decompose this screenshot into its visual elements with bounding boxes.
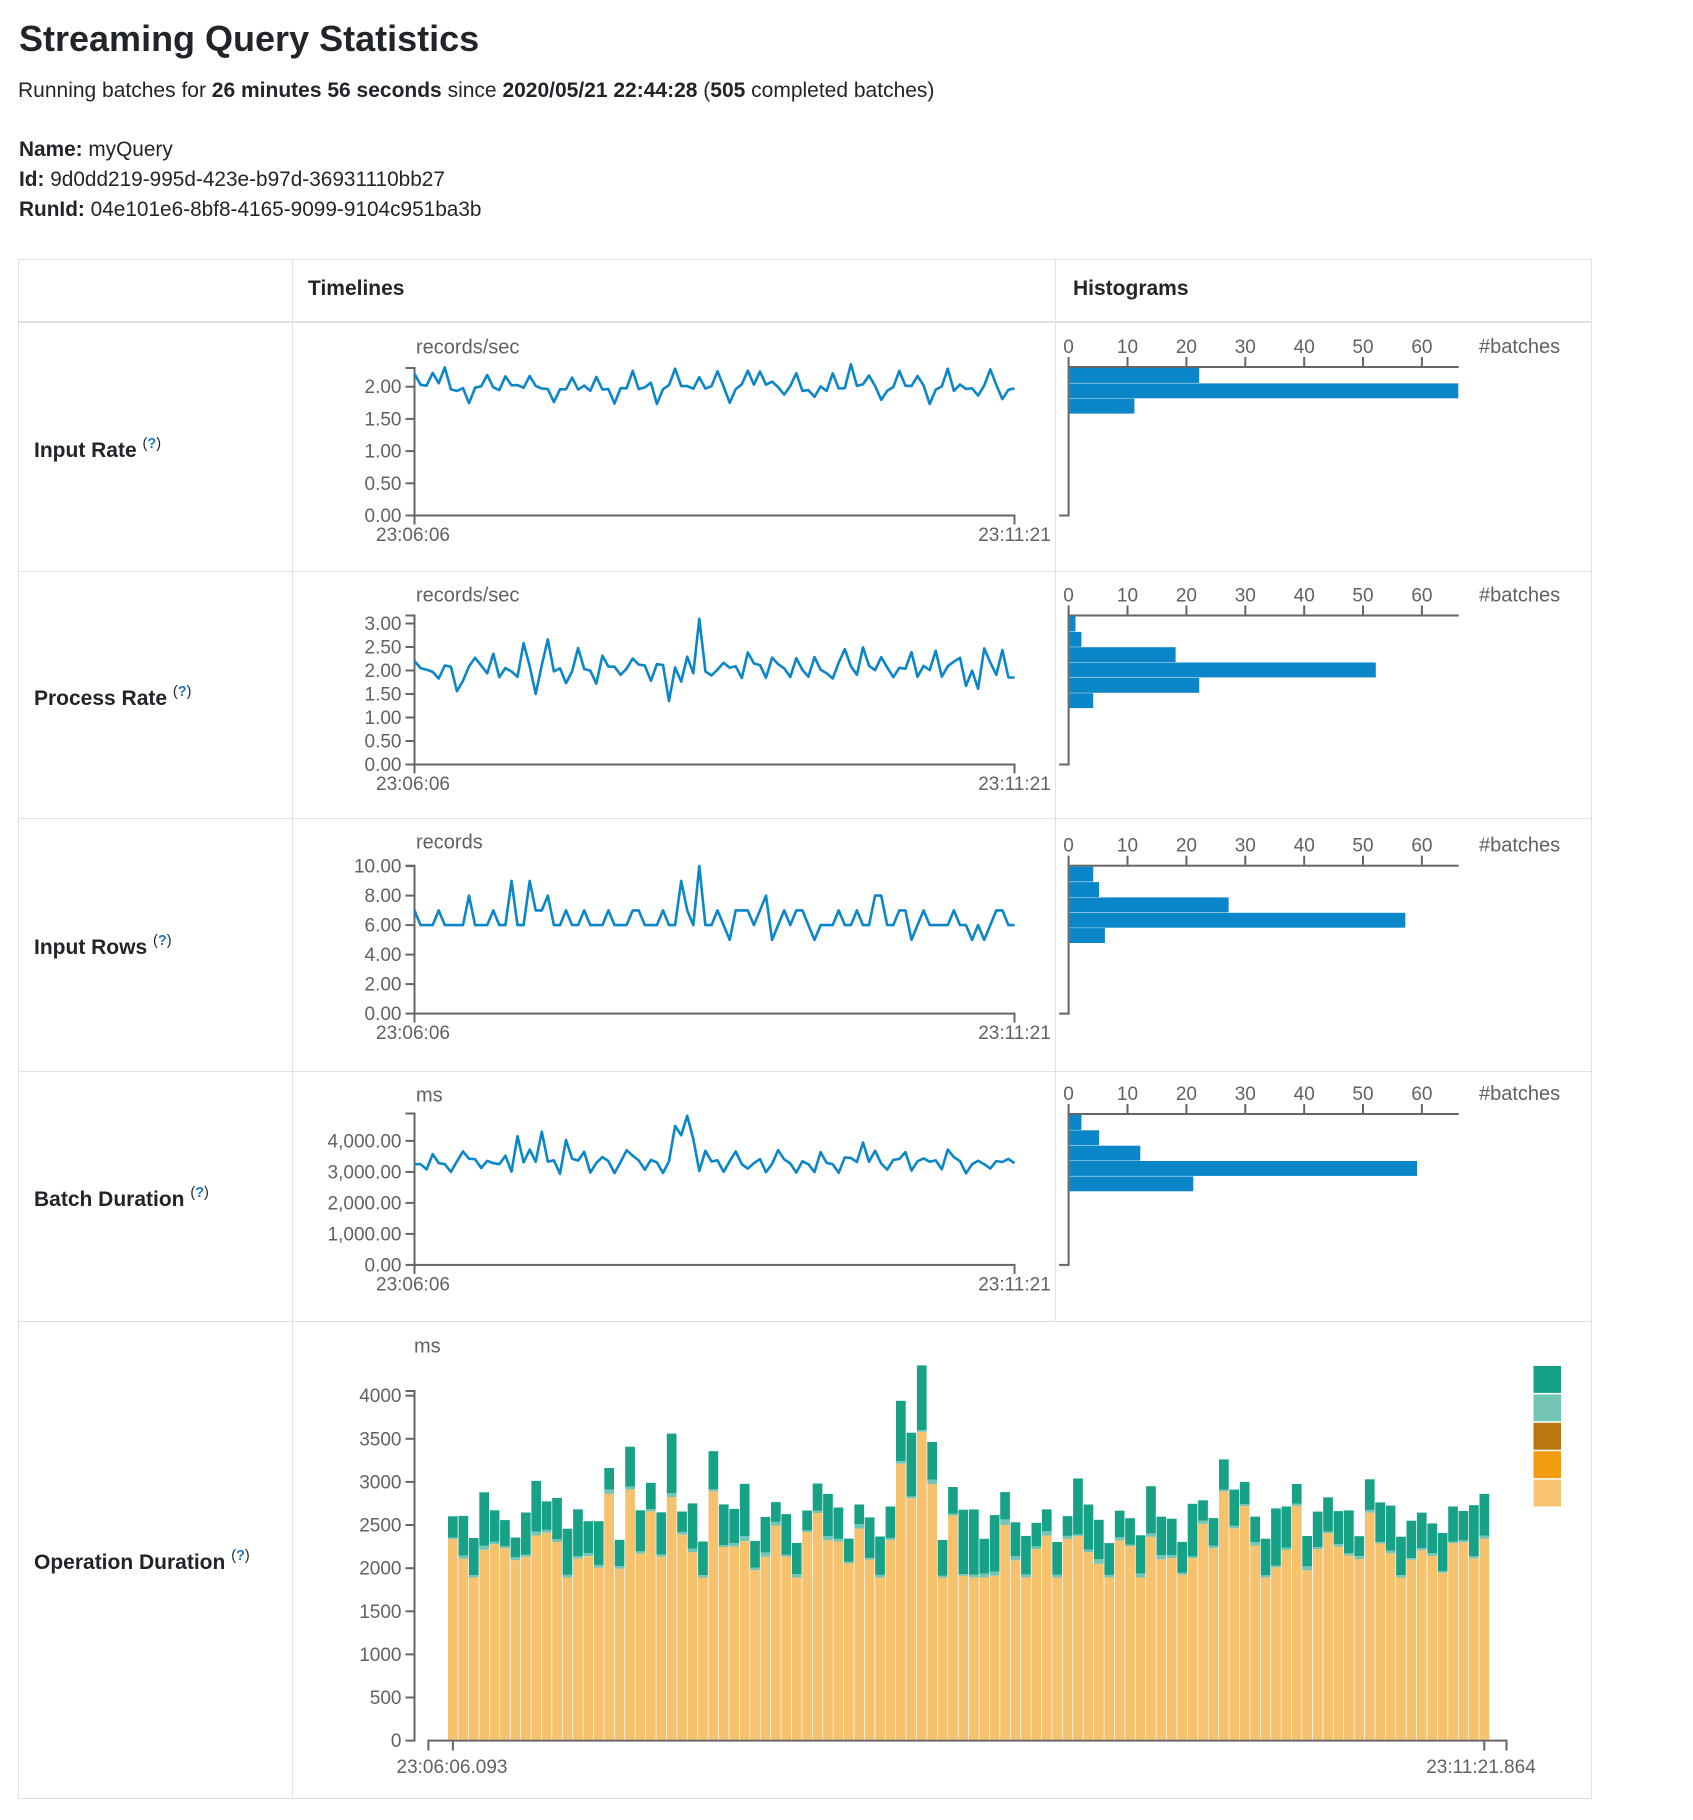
svg-text:20: 20 bbox=[1176, 337, 1197, 358]
svg-text:23:06:06: 23:06:06 bbox=[376, 1274, 450, 1295]
svg-text:23:06:06.093: 23:06:06.093 bbox=[397, 1757, 508, 1778]
svg-text:0: 0 bbox=[391, 1731, 402, 1752]
svg-text:23:06:06: 23:06:06 bbox=[376, 525, 450, 546]
svg-text:30: 30 bbox=[1235, 1084, 1256, 1105]
svg-text:23:11:21: 23:11:21 bbox=[978, 774, 1051, 795]
svg-text:1.00: 1.00 bbox=[365, 442, 402, 463]
svg-text:4.00: 4.00 bbox=[365, 945, 402, 966]
svg-text:10: 10 bbox=[1117, 586, 1138, 607]
svg-text:40: 40 bbox=[1294, 836, 1315, 857]
svg-text:23:06:06: 23:06:06 bbox=[376, 1023, 450, 1044]
svg-text:30: 30 bbox=[1235, 836, 1256, 857]
svg-text:2.00: 2.00 bbox=[365, 661, 402, 682]
svg-text:20: 20 bbox=[1176, 836, 1197, 857]
svg-text:3,000.00: 3,000.00 bbox=[328, 1162, 402, 1183]
svg-text:1500: 1500 bbox=[359, 1602, 401, 1623]
svg-text:1.00: 1.00 bbox=[365, 708, 402, 729]
svg-text:1.50: 1.50 bbox=[365, 685, 402, 706]
svg-text:2,000.00: 2,000.00 bbox=[328, 1193, 402, 1214]
svg-text:10: 10 bbox=[1117, 1084, 1138, 1105]
svg-text:#batches: #batches bbox=[1479, 1083, 1560, 1105]
svg-text:4,000.00: 4,000.00 bbox=[328, 1131, 402, 1152]
svg-text:60: 60 bbox=[1411, 1084, 1432, 1105]
svg-text:30: 30 bbox=[1235, 337, 1256, 358]
svg-text:50: 50 bbox=[1352, 836, 1373, 857]
svg-text:6.00: 6.00 bbox=[365, 916, 402, 937]
svg-text:3500: 3500 bbox=[359, 1429, 401, 1450]
svg-text:0.00: 0.00 bbox=[365, 755, 402, 776]
svg-text:8.00: 8.00 bbox=[365, 886, 402, 907]
svg-text:3000: 3000 bbox=[359, 1472, 401, 1493]
svg-text:2000: 2000 bbox=[359, 1559, 401, 1580]
svg-text:2500: 2500 bbox=[359, 1516, 401, 1537]
svg-text:#batches: #batches bbox=[1479, 336, 1560, 358]
svg-text:30: 30 bbox=[1235, 586, 1256, 607]
svg-text:0.00: 0.00 bbox=[365, 1004, 402, 1025]
svg-text:50: 50 bbox=[1352, 1084, 1373, 1105]
svg-text:40: 40 bbox=[1294, 337, 1315, 358]
svg-text:23:11:21: 23:11:21 bbox=[978, 525, 1051, 546]
svg-text:23:11:21.864: 23:11:21.864 bbox=[1426, 1757, 1536, 1778]
svg-text:50: 50 bbox=[1352, 337, 1373, 358]
svg-text:0: 0 bbox=[1063, 337, 1074, 358]
svg-text:2.00: 2.00 bbox=[365, 377, 402, 398]
svg-text:records/sec: records/sec bbox=[416, 337, 519, 359]
svg-text:10: 10 bbox=[1117, 836, 1138, 857]
svg-text:1,000.00: 1,000.00 bbox=[328, 1224, 402, 1245]
svg-text:60: 60 bbox=[1411, 586, 1432, 607]
svg-text:40: 40 bbox=[1294, 586, 1315, 607]
svg-text:records: records bbox=[416, 832, 483, 854]
svg-text:0.00: 0.00 bbox=[365, 1255, 402, 1276]
svg-text:ms: ms bbox=[416, 1085, 443, 1107]
svg-text:60: 60 bbox=[1411, 836, 1432, 857]
svg-text:0: 0 bbox=[1063, 1084, 1074, 1105]
svg-text:0.00: 0.00 bbox=[365, 506, 402, 527]
svg-text:records/sec: records/sec bbox=[416, 585, 519, 607]
svg-text:0: 0 bbox=[1063, 836, 1074, 857]
svg-text:23:11:21: 23:11:21 bbox=[978, 1274, 1051, 1295]
svg-text:2.50: 2.50 bbox=[365, 638, 402, 659]
svg-text:0: 0 bbox=[1063, 586, 1074, 607]
svg-text:3.00: 3.00 bbox=[365, 614, 402, 635]
svg-text:10.00: 10.00 bbox=[354, 857, 402, 878]
svg-text:4000: 4000 bbox=[359, 1386, 401, 1407]
svg-text:40: 40 bbox=[1294, 1084, 1315, 1105]
svg-text:20: 20 bbox=[1176, 1084, 1197, 1105]
svg-text:2.00: 2.00 bbox=[365, 975, 402, 996]
svg-text:1.50: 1.50 bbox=[365, 409, 402, 430]
svg-text:50: 50 bbox=[1352, 586, 1373, 607]
svg-text:#batches: #batches bbox=[1479, 835, 1560, 857]
svg-text:ms: ms bbox=[414, 1336, 441, 1358]
svg-text:60: 60 bbox=[1411, 337, 1432, 358]
svg-text:1000: 1000 bbox=[359, 1645, 401, 1666]
svg-text:20: 20 bbox=[1176, 586, 1197, 607]
svg-text:23:11:21: 23:11:21 bbox=[978, 1023, 1051, 1044]
svg-text:23:06:06: 23:06:06 bbox=[376, 774, 450, 795]
svg-text:0.50: 0.50 bbox=[365, 732, 402, 753]
svg-text:0.50: 0.50 bbox=[365, 474, 402, 495]
svg-text:500: 500 bbox=[370, 1688, 402, 1709]
svg-text:#batches: #batches bbox=[1479, 585, 1560, 607]
svg-text:10: 10 bbox=[1117, 337, 1138, 358]
